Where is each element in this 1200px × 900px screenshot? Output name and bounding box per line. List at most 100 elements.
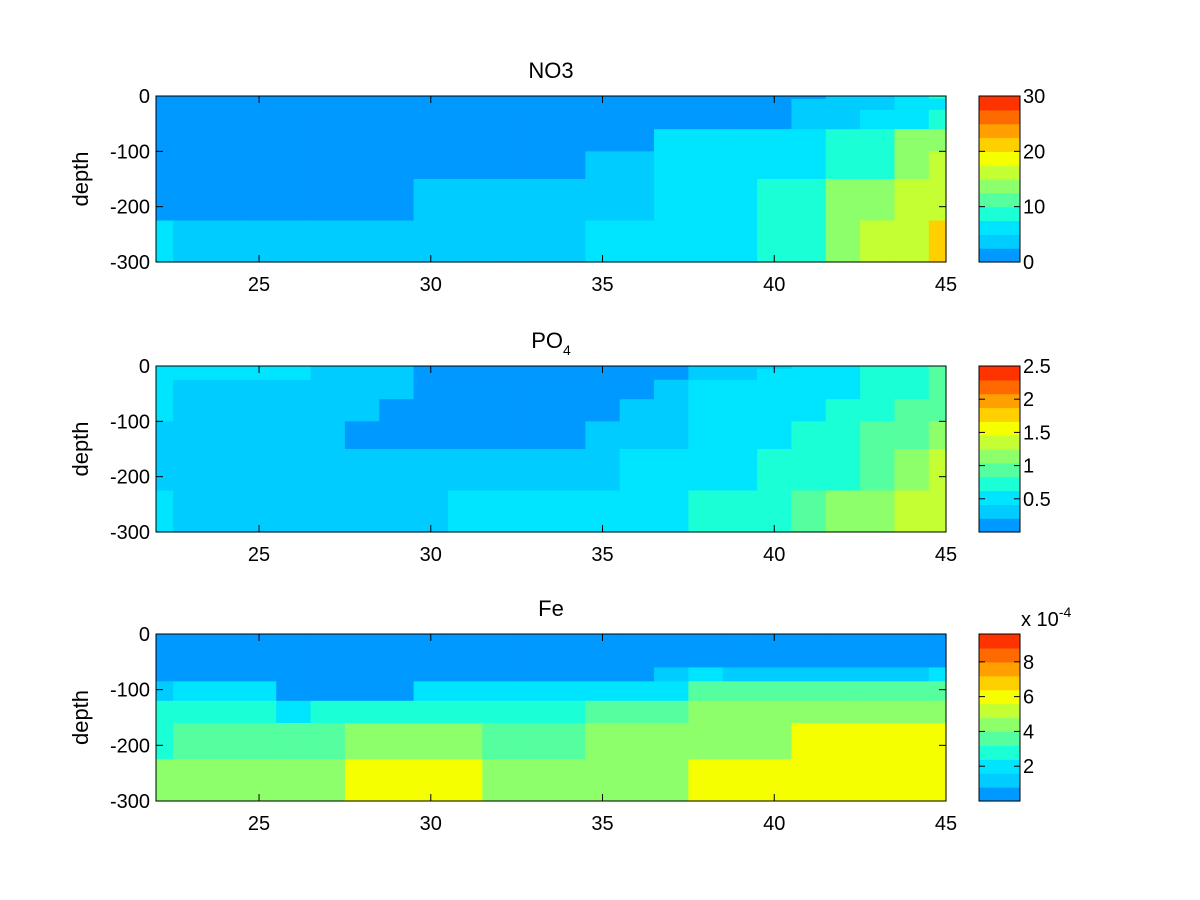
heatmap-cell bbox=[928, 490, 947, 533]
heatmap-cell bbox=[688, 667, 724, 682]
heatmap-cell bbox=[722, 366, 758, 370]
heatmap-cell bbox=[344, 723, 380, 760]
heatmap-cell bbox=[379, 759, 415, 802]
heatmap-cell bbox=[482, 634, 518, 638]
heatmap-cell bbox=[860, 220, 896, 263]
heatmap-cell bbox=[551, 368, 586, 381]
heatmap-cell bbox=[825, 421, 861, 450]
heatmap-cell bbox=[551, 421, 586, 450]
colorbar-swatch bbox=[979, 165, 1020, 180]
heatmap-cell bbox=[447, 421, 483, 450]
heatmap-cell bbox=[654, 449, 689, 492]
heatmap-cell bbox=[516, 151, 552, 180]
heatmap-cell bbox=[688, 368, 724, 381]
heatmap-cell bbox=[585, 399, 621, 422]
heatmap-cell bbox=[516, 490, 552, 533]
heatmap-cell bbox=[447, 98, 483, 111]
heatmap-cell bbox=[791, 647, 827, 668]
x-tick-label: 35 bbox=[591, 544, 613, 566]
heatmap-cell bbox=[894, 96, 930, 100]
heatmap-cell bbox=[791, 700, 827, 724]
heatmap-cell bbox=[516, 399, 552, 422]
colorbar-swatch bbox=[979, 407, 1020, 422]
heatmap-cell bbox=[276, 449, 312, 492]
heatmap-cell bbox=[482, 759, 518, 802]
heatmap-cell bbox=[379, 723, 415, 760]
heatmap-cell bbox=[207, 634, 243, 638]
heatmap-cell bbox=[173, 681, 209, 702]
heatmap-cell bbox=[447, 700, 483, 724]
heatmap-cell bbox=[447, 379, 483, 400]
heatmap-cell bbox=[757, 700, 793, 724]
heatmap-cell bbox=[894, 700, 930, 724]
chart-title: NO3 bbox=[528, 58, 573, 83]
heatmap-cell bbox=[482, 449, 518, 492]
heatmap-cell bbox=[791, 98, 827, 111]
heatmap-cell bbox=[722, 636, 758, 649]
heatmap-cell bbox=[551, 151, 586, 180]
heatmap-cell bbox=[482, 368, 518, 381]
heatmap-cell bbox=[173, 109, 209, 130]
heatmap-cell bbox=[688, 723, 724, 760]
heatmap-cell bbox=[344, 129, 380, 152]
heatmap-cell bbox=[825, 366, 861, 370]
y-tick-label: -200 bbox=[110, 735, 150, 757]
heatmap-cell bbox=[825, 96, 861, 100]
heatmap-cell bbox=[894, 129, 930, 152]
heatmap-cell bbox=[551, 667, 586, 682]
heatmap-cell bbox=[825, 179, 861, 222]
heatmap-cell bbox=[551, 490, 586, 533]
colorbar-swatch bbox=[979, 379, 1020, 395]
heatmap-cell bbox=[413, 723, 449, 760]
heatmap-cell bbox=[310, 700, 346, 724]
heatmap-cell bbox=[688, 681, 724, 702]
heatmap-cell bbox=[688, 96, 724, 100]
heatmap-cell bbox=[447, 667, 483, 682]
heatmap-cell bbox=[551, 681, 586, 702]
heatmap-cell bbox=[310, 723, 346, 760]
heatmap-cell bbox=[241, 667, 277, 682]
heatmap-cell bbox=[344, 667, 380, 682]
colorbar: 0 10 20 30 bbox=[978, 86, 1045, 274]
heatmap-cell bbox=[156, 151, 174, 180]
heatmap-cell bbox=[276, 723, 312, 760]
y-tick-label: -200 bbox=[110, 197, 150, 219]
heatmap-cell bbox=[156, 667, 174, 682]
heatmap-cell bbox=[791, 399, 827, 422]
heatmap-cell bbox=[757, 151, 793, 180]
heatmap-cell bbox=[482, 681, 518, 702]
heatmap-cell bbox=[482, 647, 518, 668]
heatmap-cell bbox=[447, 759, 483, 802]
colorbar-swatch bbox=[979, 647, 1020, 663]
colorbar-swatch bbox=[979, 421, 1020, 436]
heatmap-cell bbox=[585, 179, 621, 222]
heatmap-cell bbox=[276, 700, 312, 724]
heatmap-cell bbox=[310, 636, 346, 649]
heatmap-cell bbox=[722, 647, 758, 668]
heatmap-cell bbox=[482, 700, 518, 724]
x-tick-label: 40 bbox=[763, 813, 785, 835]
colorbar-swatch bbox=[979, 703, 1020, 719]
heatmap-cell bbox=[722, 129, 758, 152]
heatmap-cell bbox=[791, 220, 827, 263]
colorbar-swatch bbox=[979, 234, 1020, 249]
heatmap-cell bbox=[825, 634, 861, 638]
heatmap-cell bbox=[516, 634, 552, 638]
heatmap-cell bbox=[207, 449, 243, 492]
heatmap-cell bbox=[928, 421, 947, 450]
colorbar-swatch bbox=[979, 449, 1020, 464]
axes-frame bbox=[155, 95, 947, 263]
heatmap-cell bbox=[860, 179, 896, 222]
heatmap-cell bbox=[310, 634, 346, 638]
heatmap-cell bbox=[344, 98, 380, 111]
colorbar-swatch bbox=[979, 675, 1020, 691]
heatmap-cell bbox=[654, 129, 689, 152]
heatmap-cell bbox=[207, 179, 243, 222]
heatmap-cell bbox=[860, 700, 896, 724]
heatmap-cell bbox=[825, 98, 861, 111]
heatmap-cell bbox=[860, 96, 896, 100]
heatmap-cell bbox=[173, 490, 209, 533]
heatmap-cell bbox=[276, 98, 312, 111]
heatmap-cell bbox=[791, 379, 827, 400]
